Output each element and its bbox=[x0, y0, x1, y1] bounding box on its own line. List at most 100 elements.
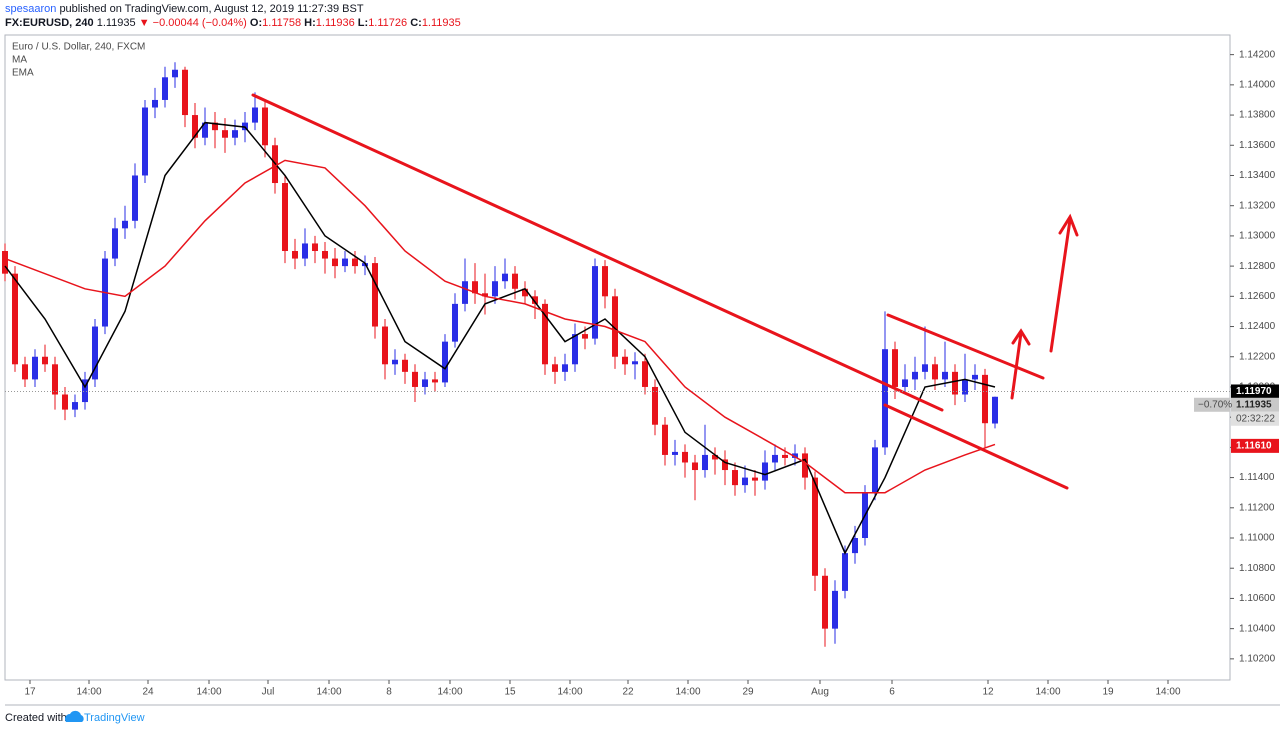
candle-body bbox=[632, 361, 638, 365]
ohlc-l: 1.11726 bbox=[368, 17, 407, 29]
candle-body bbox=[882, 349, 888, 448]
candle-body bbox=[432, 379, 438, 383]
candle-body bbox=[812, 477, 818, 576]
candle-body bbox=[612, 296, 618, 357]
y-tick-label: 1.10800 bbox=[1239, 563, 1276, 574]
candle-body bbox=[472, 281, 478, 294]
header-line-2: FX:EURUSD, 240 1.11935 ▼ −0.00044 (−0.04… bbox=[5, 17, 461, 29]
ohlc-h-label: H: bbox=[304, 17, 316, 29]
candle-body bbox=[82, 379, 88, 403]
y-tick-label: 1.13200 bbox=[1239, 200, 1276, 211]
candle-body bbox=[52, 364, 58, 395]
candle-body bbox=[132, 175, 138, 221]
indicator-line bbox=[4, 121, 996, 555]
candle-body bbox=[462, 281, 468, 304]
indicator-line bbox=[4, 159, 996, 494]
candle-body bbox=[382, 326, 388, 365]
x-tick-label: 12 bbox=[982, 687, 994, 698]
x-tick-label: 14:00 bbox=[437, 687, 462, 698]
arrow-large-head bbox=[1058, 213, 1079, 237]
candle-body bbox=[892, 349, 898, 387]
candle-body bbox=[402, 359, 408, 372]
candle-body bbox=[342, 258, 348, 267]
candle-body bbox=[162, 77, 168, 100]
trendline-resistance bbox=[251, 93, 944, 412]
x-tick-label: 6 bbox=[889, 687, 895, 698]
candle-body bbox=[422, 379, 428, 387]
y-tick-label: 1.10600 bbox=[1239, 593, 1276, 604]
y-tick-label: 1.10200 bbox=[1239, 653, 1276, 664]
candle-body bbox=[572, 334, 578, 365]
candle-body bbox=[442, 341, 448, 383]
candle-body bbox=[932, 364, 938, 380]
x-tick-label: Aug bbox=[811, 687, 829, 698]
candle-body bbox=[872, 447, 878, 493]
candle-body bbox=[282, 183, 288, 252]
candle-body bbox=[992, 396, 998, 424]
countdown-label: 02:32:22 bbox=[1236, 413, 1275, 424]
y-tick-label: 1.11000 bbox=[1239, 533, 1275, 544]
candle-body bbox=[352, 258, 358, 267]
y-tick-label: 1.13400 bbox=[1239, 170, 1276, 181]
candle-body bbox=[852, 538, 858, 554]
change: ▼ −0.00044 (−0.04%) bbox=[139, 17, 247, 29]
x-tick-label: 14:00 bbox=[1035, 687, 1060, 698]
candle-body bbox=[252, 107, 258, 123]
countdown-box bbox=[1231, 411, 1279, 426]
candle-body bbox=[792, 453, 798, 458]
candle-body bbox=[952, 371, 958, 395]
candle-body bbox=[642, 361, 648, 387]
x-tick-label: 19 bbox=[1102, 687, 1114, 698]
candle-body bbox=[112, 228, 118, 259]
y-tick-label: 1.13800 bbox=[1239, 110, 1276, 121]
candle-body bbox=[712, 454, 718, 460]
tv-logo bbox=[64, 710, 84, 722]
ohlc-h: 1.11936 bbox=[316, 17, 355, 29]
candle-body bbox=[2, 251, 8, 274]
candle-body bbox=[652, 386, 658, 425]
price-marker-label: 1.11610 bbox=[1236, 441, 1272, 452]
x-tick-label: 15 bbox=[504, 687, 516, 698]
published: published on TradingView.com, August 12,… bbox=[59, 3, 363, 15]
x-tick-label: 14:00 bbox=[76, 687, 101, 698]
candle-body bbox=[92, 326, 98, 380]
candle-body bbox=[292, 251, 298, 259]
candle-body bbox=[72, 402, 78, 410]
candle-body bbox=[562, 364, 568, 372]
candle-body bbox=[32, 356, 38, 380]
candle-body bbox=[512, 273, 518, 289]
candle-body bbox=[622, 356, 628, 365]
candle-body bbox=[842, 553, 848, 591]
last: 1.11935 bbox=[97, 17, 136, 29]
author: spesaaron bbox=[5, 3, 56, 15]
change-label: −0.70% bbox=[1198, 399, 1232, 410]
drawings bbox=[251, 93, 1079, 490]
candle-body bbox=[502, 273, 508, 282]
x-tick-label: 24 bbox=[142, 687, 154, 698]
x-tick-label: 14:00 bbox=[1155, 687, 1180, 698]
candle-body bbox=[772, 454, 778, 463]
symbol: FX:EURUSD, 240 bbox=[5, 17, 94, 29]
candle-body bbox=[172, 69, 178, 78]
candle-body bbox=[212, 122, 218, 131]
channel-bottom bbox=[883, 403, 1069, 490]
candle-body bbox=[682, 451, 688, 463]
ohlc-c-label: C: bbox=[410, 17, 422, 29]
ohlc-o-label: O: bbox=[250, 17, 262, 29]
candle-body bbox=[542, 303, 548, 365]
candle-body bbox=[482, 293, 488, 297]
y-tick-label: 1.10400 bbox=[1239, 623, 1276, 634]
footer-brand[interactable]: TradingView bbox=[84, 712, 145, 724]
x-tick-label: 22 bbox=[622, 687, 634, 698]
x-tick-label: 14:00 bbox=[557, 687, 582, 698]
candle-body bbox=[322, 251, 328, 259]
plot-frame bbox=[4, 34, 1231, 681]
candle-body bbox=[202, 122, 208, 138]
candle-body bbox=[522, 288, 528, 297]
candle-body bbox=[412, 371, 418, 387]
candle-body bbox=[152, 99, 158, 108]
candle-body bbox=[702, 454, 708, 471]
x-tick-label: 29 bbox=[742, 687, 754, 698]
